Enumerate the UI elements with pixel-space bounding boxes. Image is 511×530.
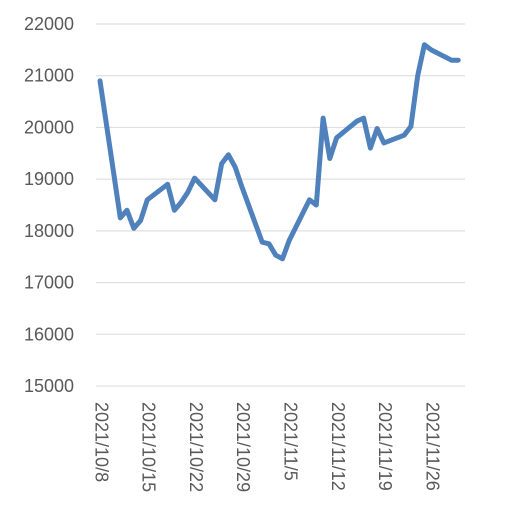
- y-tick-label: 18000: [24, 221, 74, 241]
- y-tick-label: 20000: [24, 117, 74, 137]
- x-tick-label: 2021/10/29: [233, 402, 253, 492]
- x-tick-label: 2021/10/8: [91, 402, 111, 482]
- y-axis-ticks: 15000 16000 17000 18000 19000 20000 21000 22000: [24, 14, 74, 396]
- x-axis-ticks: 2021/10/8 2021/10/15 2021/10/22 2021/10/29 2…: [91, 402, 442, 492]
- x-tick-label: 2021/10/15: [139, 402, 159, 492]
- x-tick-label: 2021/10/22: [186, 402, 206, 492]
- series-layer: [97, 42, 461, 262]
- x-tick-label: 2021/11/26: [422, 402, 442, 491]
- y-tick-label: 17000: [24, 273, 74, 293]
- series-line: [97, 42, 461, 262]
- y-tick-label: 21000: [24, 66, 74, 86]
- y-tick-label: 16000: [24, 324, 74, 344]
- x-tick-label: 2021/11/19: [375, 402, 395, 491]
- x-tick-label: 2021/11/12: [328, 402, 348, 491]
- x-tick-label: 2021/11/5: [281, 402, 301, 481]
- y-tick-label: 15000: [24, 376, 74, 396]
- y-tick-label: 19000: [24, 169, 74, 189]
- y-tick-label: 22000: [24, 14, 74, 34]
- gridlines: [96, 23, 465, 387]
